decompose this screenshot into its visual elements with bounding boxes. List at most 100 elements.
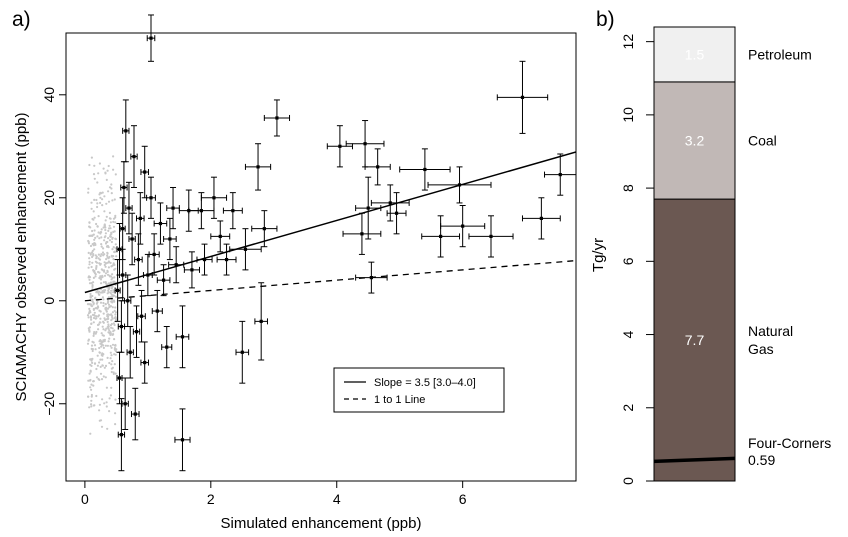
background-point	[109, 296, 112, 299]
background-point	[89, 292, 92, 296]
background-point	[97, 172, 100, 175]
background-point	[95, 367, 98, 371]
background-point	[106, 169, 109, 172]
background-point	[96, 205, 99, 209]
data-point	[364, 148, 391, 186]
background-point	[100, 231, 103, 234]
background-point	[105, 401, 108, 404]
background-point	[90, 383, 93, 386]
background-point	[107, 266, 110, 269]
background-point	[111, 311, 114, 314]
background-point	[101, 352, 104, 355]
background-point	[109, 305, 112, 308]
background-point	[93, 314, 96, 317]
background-point	[99, 196, 102, 199]
background-point	[95, 302, 98, 305]
background-point	[89, 386, 92, 389]
data-point	[345, 120, 385, 168]
background-point	[113, 347, 116, 350]
background-point	[101, 364, 104, 367]
background-point	[107, 325, 110, 328]
background-point	[108, 410, 111, 413]
background-point	[106, 320, 109, 323]
data-point	[222, 192, 243, 230]
background-point	[90, 403, 93, 406]
background-point	[107, 317, 110, 320]
background-point	[110, 287, 113, 290]
background-point	[111, 273, 114, 276]
background-point	[106, 245, 109, 248]
background-point	[92, 380, 95, 383]
background-point	[92, 321, 95, 324]
background-point	[93, 311, 96, 314]
segment-name-label: Natural	[748, 323, 793, 339]
data-point	[254, 282, 268, 361]
background-point	[91, 349, 94, 353]
y-tick-label: 8	[620, 184, 636, 192]
background-point	[103, 261, 106, 264]
background-point	[99, 301, 103, 304]
background-point	[110, 231, 113, 234]
background-point	[113, 276, 116, 279]
background-point	[95, 267, 98, 270]
x-tick-label: 4	[333, 491, 341, 507]
background-point	[105, 262, 108, 265]
background-point	[100, 353, 103, 357]
background-point	[96, 225, 99, 228]
background-point	[107, 327, 110, 330]
background-point	[95, 330, 98, 334]
background-point	[110, 282, 113, 285]
background-point	[92, 269, 95, 272]
background-point	[112, 330, 115, 333]
four-corners-label: 0.59	[748, 452, 775, 468]
background-point	[98, 409, 101, 412]
background-point	[105, 215, 108, 218]
data-points	[114, 14, 577, 472]
background-point	[102, 301, 105, 305]
background-point	[99, 342, 102, 345]
background-point	[89, 432, 92, 435]
background-point	[94, 296, 97, 299]
background-point	[90, 358, 93, 361]
background-point	[107, 331, 110, 334]
data-point	[117, 300, 126, 353]
background-point	[114, 243, 117, 246]
background-point	[100, 245, 103, 248]
background-point	[90, 318, 93, 321]
background-point	[102, 328, 105, 331]
data-point	[130, 125, 138, 188]
background-point	[104, 302, 107, 306]
background-point	[112, 299, 115, 302]
background-point	[89, 226, 92, 229]
background-point	[96, 354, 99, 357]
background-point	[108, 306, 111, 309]
background-point	[94, 273, 97, 276]
data-point	[370, 184, 410, 222]
background-point	[89, 244, 93, 248]
data-point	[216, 243, 237, 276]
background-point	[86, 314, 90, 317]
background-point	[87, 239, 90, 243]
data-point	[244, 143, 272, 191]
background-point	[107, 303, 111, 306]
background-point	[103, 253, 106, 256]
background-point	[110, 183, 113, 186]
background-point	[89, 316, 93, 319]
background-point	[101, 334, 104, 337]
data-point	[114, 259, 121, 322]
background-point	[88, 221, 91, 224]
data-point	[136, 192, 145, 245]
background-point	[104, 364, 108, 367]
data-point	[128, 212, 136, 266]
background-point	[113, 250, 116, 254]
background-point	[91, 243, 94, 246]
background-point	[109, 291, 112, 295]
background-point	[90, 364, 93, 367]
background-point	[109, 221, 112, 224]
background-point	[98, 361, 101, 364]
background-point	[108, 329, 111, 332]
background-point	[88, 260, 91, 263]
background-point	[114, 173, 117, 176]
background-point	[91, 285, 94, 288]
background-point	[112, 220, 115, 223]
